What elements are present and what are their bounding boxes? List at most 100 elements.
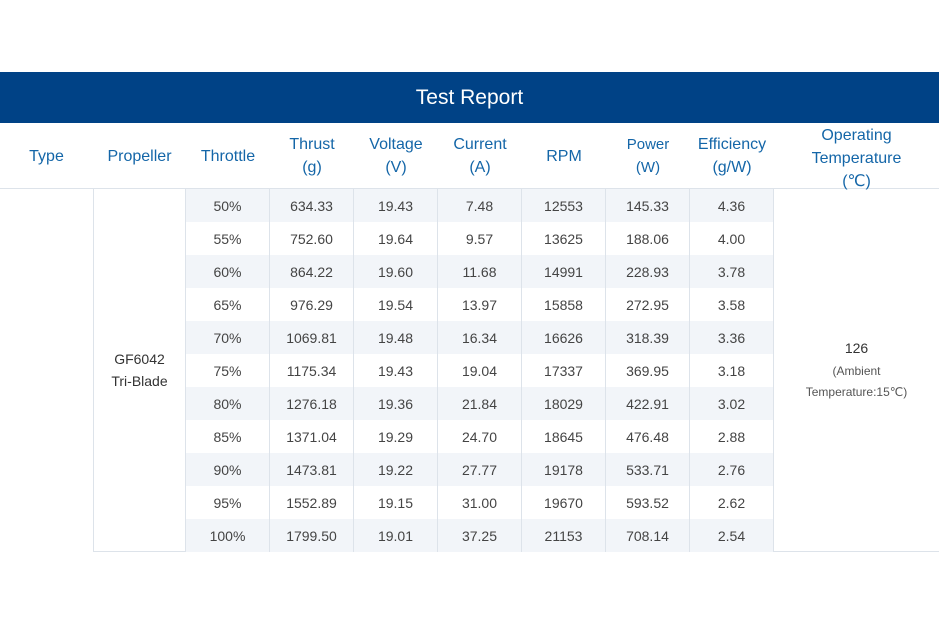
- cell-efficiency: 3.02: [690, 387, 774, 420]
- cell-thrust: 1069.81: [270, 321, 354, 354]
- header-thrust: Thrust (g): [270, 123, 354, 189]
- table-row: 90% 1473.81 19.22 27.77 19178 533.71 2.76: [186, 453, 774, 486]
- cell-voltage: 19.22: [354, 453, 438, 486]
- table-row: 95% 1552.89 19.15 31.00 19670 593.52 2.62: [186, 486, 774, 519]
- table-row: 75% 1175.34 19.43 19.04 17337 369.95 3.18: [186, 354, 774, 387]
- header-power: Power (W): [606, 123, 690, 189]
- cell-thrust: 752.60: [270, 222, 354, 255]
- cell-rpm: 12553: [522, 189, 606, 222]
- table-row: 55% 752.60 19.64 9.57 13625 188.06 4.00: [186, 222, 774, 255]
- cell-power: 145.33: [606, 189, 690, 222]
- header-power-unit: (W): [635, 159, 661, 176]
- cell-throttle: 80%: [186, 387, 270, 420]
- header-efficiency: Efficiency (g/W): [690, 123, 774, 189]
- type-cell: [0, 189, 93, 552]
- cell-thrust: 1175.34: [270, 354, 354, 387]
- cell-rpm: 15858: [522, 288, 606, 321]
- cell-thrust: 864.22: [270, 255, 354, 288]
- table-row: 65% 976.29 19.54 13.97 15858 272.95 3.58: [186, 288, 774, 321]
- table-row: 60% 864.22 19.60 11.68 14991 228.93 3.78: [186, 255, 774, 288]
- cell-current: 31.00: [438, 486, 522, 519]
- cell-voltage: 19.01: [354, 519, 438, 552]
- cell-voltage: 19.43: [354, 354, 438, 387]
- cell-thrust: 1799.50: [270, 519, 354, 552]
- cell-rpm: 21153: [522, 519, 606, 552]
- cell-voltage: 19.54: [354, 288, 438, 321]
- cell-thrust: 1371.04: [270, 420, 354, 453]
- cell-rpm: 17337: [522, 354, 606, 387]
- cell-power: 188.06: [606, 222, 690, 255]
- cell-throttle: 50%: [186, 189, 270, 222]
- cell-power: 272.95: [606, 288, 690, 321]
- operating-temperature-value: 126: [844, 340, 869, 356]
- cell-efficiency: 2.54: [690, 519, 774, 552]
- cell-efficiency: 4.00: [690, 222, 774, 255]
- cell-power: 476.48: [606, 420, 690, 453]
- report-title: Test Report: [0, 72, 939, 123]
- header-rpm-label: RPM: [546, 147, 582, 165]
- header-temperature-label: Temperature: [811, 150, 902, 167]
- cell-efficiency: 3.18: [690, 354, 774, 387]
- header-rpm: RPM: [522, 123, 606, 189]
- cell-voltage: 19.48: [354, 321, 438, 354]
- table-body: GF6042 Tri-Blade 50% 634.33 19.43 7.48 12553…: [0, 189, 939, 552]
- cell-rpm: 19178: [522, 453, 606, 486]
- cell-efficiency: 2.62: [690, 486, 774, 519]
- header-thrust-label: Thrust: [289, 136, 335, 153]
- header-propeller-label: Propeller: [107, 147, 172, 165]
- table-header: Type Propeller Throttle Thrust (g) Volta…: [0, 123, 939, 190]
- cell-power: 533.71: [606, 453, 690, 486]
- cell-throttle: 70%: [186, 321, 270, 354]
- data-grid: 50% 634.33 19.43 7.48 12553 145.33 4.36 55% 752.…: [186, 189, 774, 552]
- cell-efficiency: 4.36: [690, 189, 774, 222]
- cell-throttle: 100%: [186, 519, 270, 552]
- cell-throttle: 95%: [186, 486, 270, 519]
- header-thrust-unit: (g): [302, 159, 322, 176]
- cell-throttle: 60%: [186, 255, 270, 288]
- cell-voltage: 19.36: [354, 387, 438, 420]
- header-throttle: Throttle: [186, 123, 270, 189]
- header-power-label: Power: [626, 136, 670, 153]
- cell-current: 37.25: [438, 519, 522, 552]
- header-type: Type: [0, 123, 93, 189]
- header-voltage: Voltage (V): [354, 123, 438, 189]
- table-row: 85% 1371.04 19.29 24.70 18645 476.48 2.88: [186, 420, 774, 453]
- cell-thrust: 1276.18: [270, 387, 354, 420]
- table-row: 100% 1799.50 19.01 37.25 21153 708.14 2.54: [186, 519, 774, 552]
- cell-throttle: 90%: [186, 453, 270, 486]
- cell-voltage: 19.15: [354, 486, 438, 519]
- ambient-note-line2: Temperature:15℃): [805, 385, 908, 399]
- ambient-note-line1: (Ambient: [832, 364, 881, 378]
- cell-efficiency: 2.88: [690, 420, 774, 453]
- header-efficiency-label: Efficiency: [697, 136, 767, 153]
- cell-voltage: 19.64: [354, 222, 438, 255]
- header-voltage-label: Voltage: [369, 136, 423, 153]
- cell-efficiency: 3.36: [690, 321, 774, 354]
- cell-current: 21.84: [438, 387, 522, 420]
- cell-voltage: 19.43: [354, 189, 438, 222]
- cell-voltage: 19.29: [354, 420, 438, 453]
- cell-thrust: 976.29: [270, 288, 354, 321]
- cell-power: 708.14: [606, 519, 690, 552]
- header-operating-temperature: Operating Temperature (℃): [774, 123, 939, 190]
- propeller-blade-type: Tri-Blade: [111, 373, 168, 389]
- cell-current: 13.97: [438, 288, 522, 321]
- cell-voltage: 19.60: [354, 255, 438, 288]
- cell-rpm: 14991: [522, 255, 606, 288]
- cell-power: 422.91: [606, 387, 690, 420]
- cell-current: 24.70: [438, 420, 522, 453]
- cell-rpm: 18029: [522, 387, 606, 420]
- cell-current: 9.57: [438, 222, 522, 255]
- cell-current: 27.77: [438, 453, 522, 486]
- cell-efficiency: 3.78: [690, 255, 774, 288]
- cell-current: 19.04: [438, 354, 522, 387]
- cell-rpm: 13625: [522, 222, 606, 255]
- cell-current: 7.48: [438, 189, 522, 222]
- cell-throttle: 65%: [186, 288, 270, 321]
- cell-thrust: 1473.81: [270, 453, 354, 486]
- table-row: 80% 1276.18 19.36 21.84 18029 422.91 3.02: [186, 387, 774, 420]
- cell-thrust: 634.33: [270, 189, 354, 222]
- cell-power: 318.39: [606, 321, 690, 354]
- header-propeller: Propeller: [93, 123, 186, 189]
- header-type-label: Type: [29, 147, 64, 165]
